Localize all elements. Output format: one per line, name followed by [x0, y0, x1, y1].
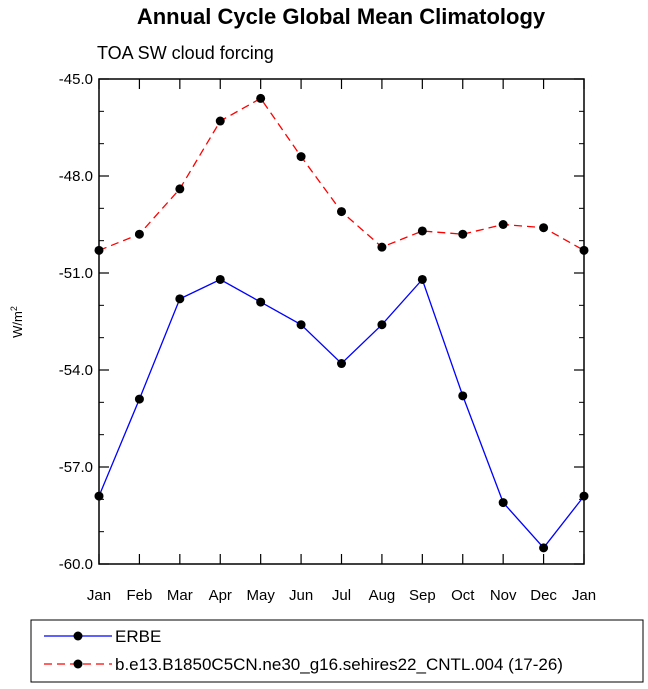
y-axis-label-unit: W/m: [10, 311, 25, 338]
x-tick-label: Feb: [126, 587, 152, 604]
series-1-point: [377, 320, 387, 330]
legend-label-1: ERBE: [115, 627, 161, 646]
x-tick-label: Apr: [209, 587, 232, 604]
x-tick-label: Mar: [167, 587, 193, 604]
y-tick-label: -54.0: [59, 362, 93, 379]
tick-marks: [98, 78, 585, 565]
series-2-point: [337, 207, 346, 217]
series-1-point: [175, 294, 185, 304]
y-axis-label-superscript: 2: [9, 306, 19, 311]
legend-label-2: b.e13.B1850C5CN.ne30_g16.sehires22_CNTL.…: [115, 655, 563, 674]
x-tick-label: Sep: [409, 587, 436, 604]
legend-marker-1: [73, 631, 83, 641]
legend-marker-2: [73, 659, 83, 669]
series-1-point: [579, 491, 589, 501]
series-1-point: [215, 274, 225, 284]
x-tick-label: Aug: [369, 587, 396, 604]
x-tick-label: Jul: [332, 587, 351, 604]
x-tick-label: Nov: [490, 587, 517, 604]
x-tick-labels: Jan Feb Mar Apr May Jun Jul Aug Sep Oct Nov Dec Jan: [87, 587, 596, 604]
chart-subtitle: TOA SW cloud forcing: [97, 43, 274, 63]
x-tick-label: Jan: [572, 587, 596, 604]
series-1-point: [539, 543, 549, 553]
series-2-point: [377, 242, 387, 252]
x-tick-label: Jan: [87, 587, 111, 604]
y-axis-label: W/m2: [9, 306, 25, 338]
y-tick-label: -57.0: [59, 459, 93, 476]
x-tick-label: Oct: [451, 587, 475, 604]
series-2-point: [417, 226, 427, 236]
legend-box: [30, 619, 644, 683]
series-2-point: [579, 245, 589, 255]
series-2-point: [296, 152, 306, 162]
series-2-point: [539, 223, 549, 233]
series-2-point: [215, 116, 225, 126]
series-1-point: [296, 320, 306, 330]
series-2-point: [256, 93, 266, 103]
series-2-point: [498, 220, 508, 229]
series-1-point: [458, 391, 468, 401]
chart-title: Annual Cycle Global Mean Climatology: [137, 4, 546, 29]
series-1-point: [498, 498, 508, 508]
series-1-point: [134, 394, 144, 404]
series-line-1: [98, 278, 585, 549]
series-1-point: [417, 274, 427, 284]
y-axis-label-group: W/m2: [9, 306, 25, 338]
y-tick-label: -48.0: [59, 168, 93, 185]
series-1-point: [337, 359, 346, 369]
series-line-2: [98, 97, 585, 252]
series-2-point: [134, 229, 144, 239]
legend: ERBE b.e13.B1850C5CN.ne30_g16.sehires22_C…: [44, 627, 563, 674]
series-points: [94, 93, 589, 553]
y-tick-label: -60.0: [59, 556, 93, 573]
plot-frame: [98, 78, 585, 565]
x-tick-label: Jun: [289, 587, 313, 604]
x-tick-label: May: [246, 587, 275, 604]
series-lines: [98, 97, 585, 549]
series-1-point: [94, 491, 104, 501]
series-2-point: [458, 229, 468, 239]
series-1-point: [256, 297, 266, 307]
series-2-point: [175, 184, 185, 194]
x-tick-label: Dec: [530, 587, 557, 604]
y-tick-label: -45.0: [59, 71, 93, 88]
y-tick-labels: -45.0 -48.0 -51.0 -54.0 -57.0 -60.0: [59, 71, 93, 573]
series-2-point: [94, 245, 104, 255]
y-tick-label: -51.0: [59, 265, 93, 282]
